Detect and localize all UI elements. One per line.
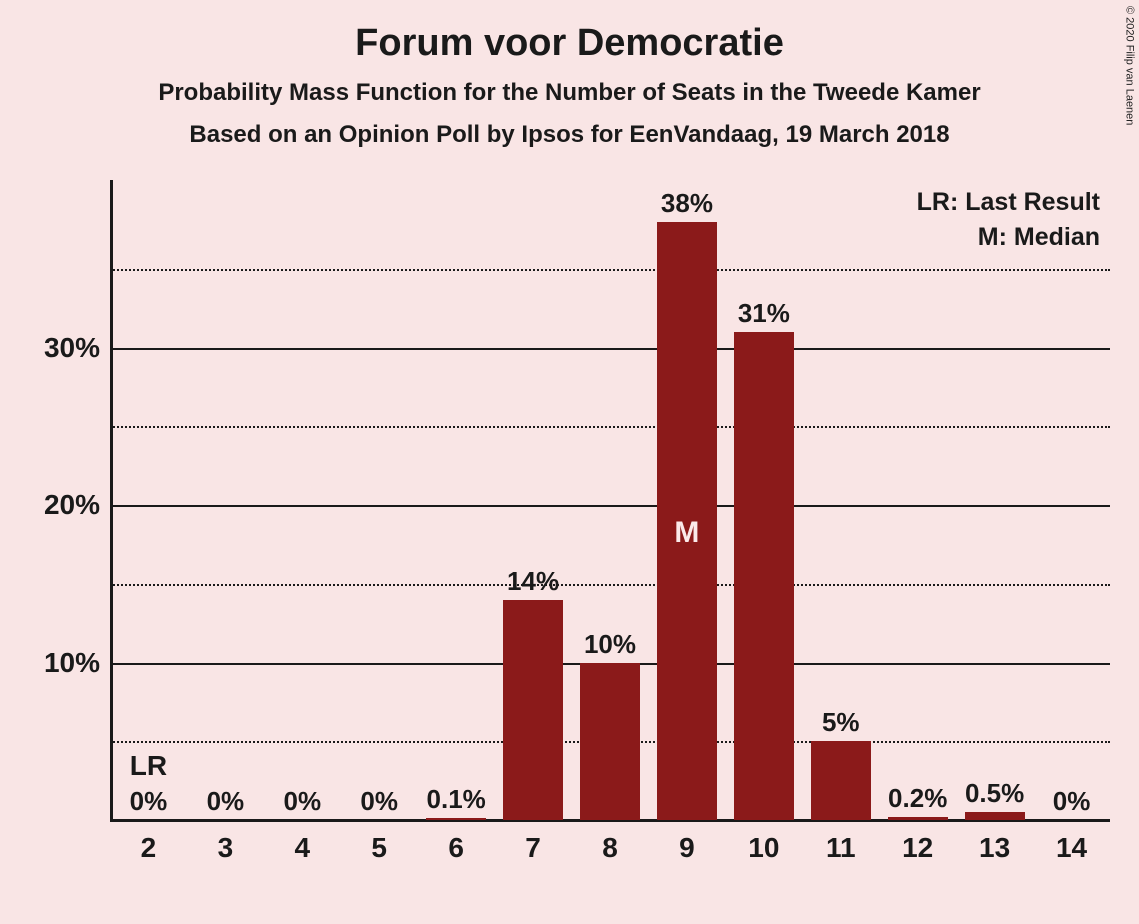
gridline-major — [110, 505, 1110, 507]
y-tick-label: 10% — [44, 647, 100, 679]
y-tick-label: 20% — [44, 489, 100, 521]
legend-lr: LR: Last Result — [917, 188, 1100, 217]
legend-m: M: Median — [917, 223, 1100, 252]
pmf-bar-chart: 10%20%30%0%20%30%40%50.1%614%710%838%931… — [110, 190, 1110, 820]
x-tick-label: 9 — [679, 832, 695, 864]
median-label: M — [674, 516, 699, 550]
legend: LR: Last Result M: Median — [917, 188, 1100, 258]
bar — [734, 332, 794, 820]
bar-value-label: 5% — [822, 707, 860, 738]
bar-value-label: 0.2% — [888, 783, 947, 814]
x-tick-label: 2 — [141, 832, 157, 864]
chart-subtitle-2: Based on an Opinion Poll by Ipsos for Ee… — [0, 121, 1139, 149]
bar-value-label: 0.5% — [965, 778, 1024, 809]
y-axis-line — [110, 180, 113, 820]
bar-value-label: 14% — [507, 566, 559, 597]
bar-value-label: 38% — [661, 188, 713, 219]
x-tick-label: 5 — [371, 832, 387, 864]
bar-value-label: 0% — [1053, 786, 1091, 817]
bar — [811, 741, 871, 820]
bar — [888, 817, 948, 820]
bar — [503, 600, 563, 821]
bar-value-label: 31% — [738, 298, 790, 329]
x-tick-label: 6 — [448, 832, 464, 864]
bar-value-label: 0% — [284, 786, 322, 817]
y-tick-label: 30% — [44, 332, 100, 364]
gridline-minor — [110, 269, 1110, 271]
bar-value-label: 10% — [584, 629, 636, 660]
gridline-major — [110, 348, 1110, 350]
chart-subtitle: Probability Mass Function for the Number… — [0, 79, 1139, 107]
bar — [580, 663, 640, 821]
bar — [965, 812, 1025, 820]
x-tick-label: 12 — [902, 832, 933, 864]
x-tick-label: 14 — [1056, 832, 1087, 864]
plot-area: 10%20%30%0%20%30%40%50.1%614%710%838%931… — [110, 190, 1110, 820]
chart-title: Forum voor Democratie — [0, 0, 1139, 65]
bar-value-label: 0% — [360, 786, 398, 817]
bar-value-label: 0.1% — [427, 784, 486, 815]
x-tick-label: 3 — [218, 832, 234, 864]
bar-value-label: 0% — [207, 786, 245, 817]
copyright-text: © 2020 Filip van Laenen — [1123, 6, 1135, 125]
bar — [426, 818, 486, 820]
last-result-label: LR — [130, 750, 167, 782]
gridline-minor — [110, 426, 1110, 428]
x-tick-label: 7 — [525, 832, 541, 864]
x-tick-label: 4 — [295, 832, 311, 864]
bar-value-label: 0% — [130, 786, 168, 817]
x-tick-label: 13 — [979, 832, 1010, 864]
x-tick-label: 10 — [748, 832, 779, 864]
gridline-minor — [110, 584, 1110, 586]
x-tick-label: 8 — [602, 832, 618, 864]
x-tick-label: 11 — [826, 832, 856, 864]
